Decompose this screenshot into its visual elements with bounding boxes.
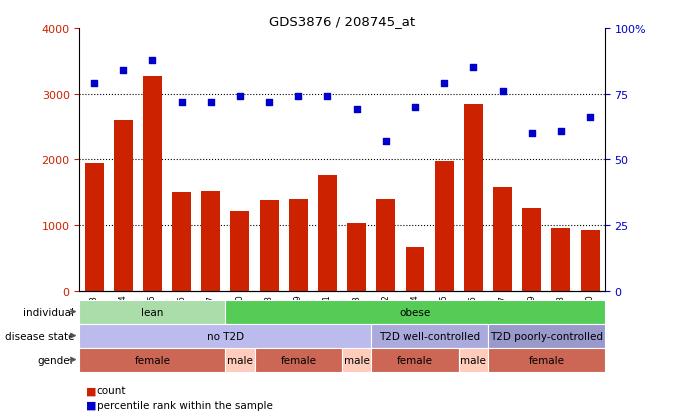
Point: [468, 65, 479, 71]
Text: no T2D: no T2D: [207, 331, 244, 341]
Text: lean: lean: [141, 307, 164, 317]
Text: T2D well-controlled: T2D well-controlled: [379, 331, 480, 341]
Text: disease state: disease state: [5, 331, 74, 341]
Point: [585, 115, 596, 121]
Bar: [230, 211, 249, 291]
Bar: [79, 348, 225, 372]
Bar: [459, 348, 488, 372]
Bar: [201, 192, 220, 291]
Bar: [488, 324, 605, 348]
Point: [380, 138, 391, 145]
Text: individual: individual: [23, 307, 74, 317]
Bar: [318, 175, 337, 291]
Bar: [377, 199, 395, 291]
Text: T2D poorly-controlled: T2D poorly-controlled: [490, 331, 603, 341]
Bar: [289, 199, 307, 291]
Bar: [580, 230, 600, 291]
Bar: [260, 201, 278, 291]
Text: gender: gender: [37, 355, 74, 365]
Bar: [464, 105, 483, 291]
Point: [351, 107, 362, 114]
Point: [322, 94, 333, 100]
Point: [205, 99, 216, 106]
Bar: [371, 348, 459, 372]
Bar: [225, 300, 605, 324]
Bar: [114, 121, 133, 291]
Text: male: male: [460, 355, 486, 365]
Bar: [79, 324, 371, 348]
Point: [117, 68, 129, 74]
Bar: [435, 162, 453, 291]
Bar: [347, 223, 366, 291]
Point: [88, 81, 100, 87]
Text: percentile rank within the sample: percentile rank within the sample: [97, 400, 273, 410]
Text: ■: ■: [86, 385, 97, 395]
Point: [176, 99, 187, 106]
Text: ■: ■: [86, 400, 97, 410]
Text: female: female: [529, 355, 565, 365]
Bar: [84, 163, 104, 291]
Text: obese: obese: [399, 307, 430, 317]
Point: [556, 128, 567, 135]
Point: [526, 131, 537, 137]
Bar: [254, 348, 342, 372]
Bar: [342, 348, 371, 372]
Bar: [406, 248, 424, 291]
Text: count: count: [97, 385, 126, 395]
Title: GDS3876 / 208745_at: GDS3876 / 208745_at: [269, 15, 415, 28]
Bar: [225, 348, 254, 372]
Bar: [551, 229, 570, 291]
Bar: [488, 348, 605, 372]
Bar: [371, 324, 488, 348]
Bar: [143, 77, 162, 291]
Bar: [79, 300, 225, 324]
Point: [410, 104, 421, 111]
Bar: [172, 193, 191, 291]
Point: [497, 88, 508, 95]
Point: [293, 94, 304, 100]
Text: male: male: [343, 355, 370, 365]
Bar: [493, 188, 512, 291]
Point: [263, 99, 274, 106]
Text: female: female: [281, 355, 316, 365]
Point: [234, 94, 245, 100]
Text: female: female: [397, 355, 433, 365]
Text: female: female: [135, 355, 171, 365]
Text: male: male: [227, 355, 253, 365]
Point: [147, 57, 158, 64]
Bar: [522, 209, 541, 291]
Point: [439, 81, 450, 87]
